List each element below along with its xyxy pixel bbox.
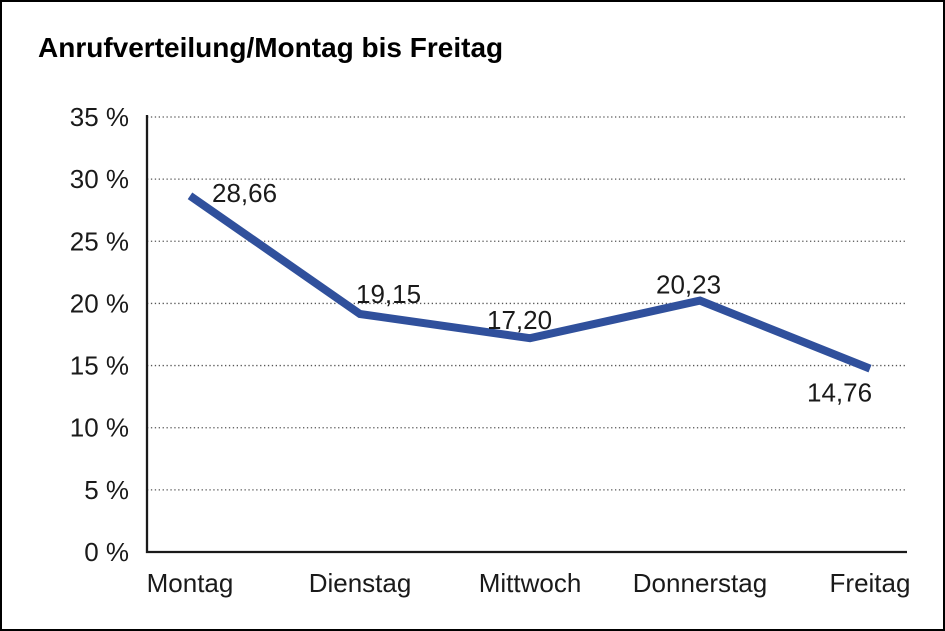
data-label: 14,76 [807, 378, 872, 408]
data-label: 28,66 [212, 178, 277, 208]
y-axis-label: 15 % [70, 351, 129, 381]
data-label: 17,20 [487, 305, 552, 335]
x-axis-labels-group: Montag Dienstag Mittwoch Donnerstag Freitag [147, 568, 911, 598]
y-axis-label: 30 % [70, 164, 129, 194]
axis-line [145, 115, 907, 554]
y-axis-label: 35 % [70, 102, 129, 132]
y-axis-label: 0 % [84, 537, 129, 567]
chart-title: Anrufverteilung/Montag bis Freitag [38, 32, 504, 63]
axes-group [145, 115, 907, 554]
data-label: 20,23 [656, 270, 721, 300]
x-axis-label: Freitag [830, 568, 911, 598]
series-line [187, 192, 872, 373]
x-axis-label: Dienstag [309, 568, 412, 598]
y-axis-label: 25 % [70, 226, 129, 256]
y-axis-label: 20 % [70, 288, 129, 318]
y-axis-label: 5 % [84, 475, 129, 505]
x-axis-label: Donnerstag [633, 568, 767, 598]
data-labels-group: 28,66 19,15 17,20 20,23 14,76 [212, 178, 872, 408]
y-axis-label: 10 % [70, 413, 129, 443]
series-group [187, 192, 872, 373]
y-axis-labels-group: 35 % 30 % 25 % 20 % 15 % 10 % 5 % 0 % [70, 102, 129, 567]
x-axis-label: Mittwoch [479, 568, 582, 598]
data-label: 19,15 [356, 279, 421, 309]
gridlines-group [147, 116, 907, 491]
x-axis-label: Montag [147, 568, 234, 598]
